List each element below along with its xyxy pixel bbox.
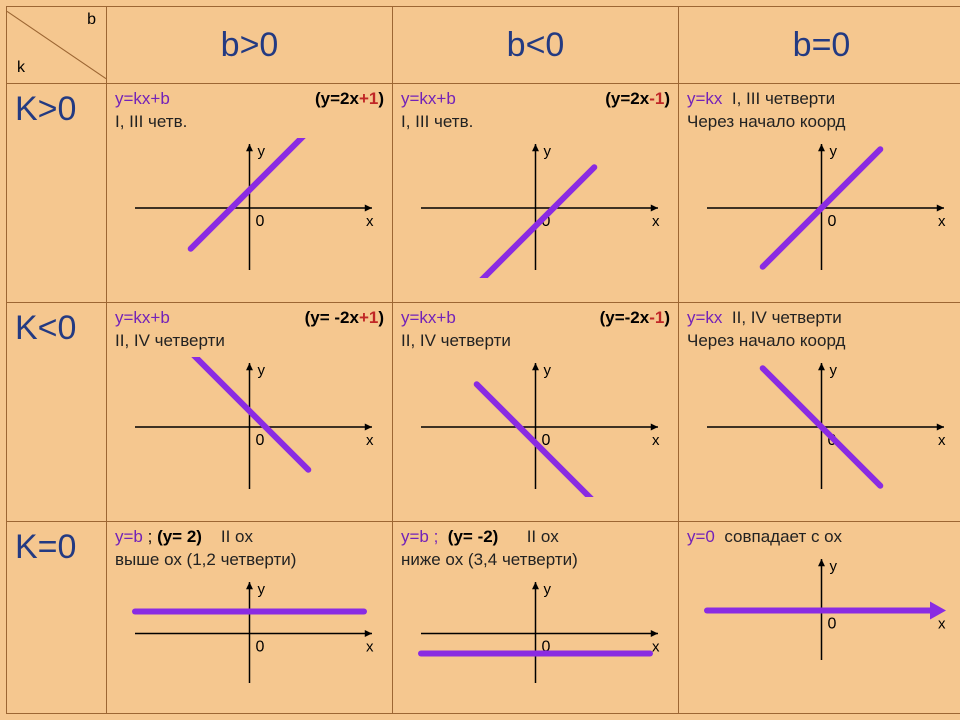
svg-text:0: 0 bbox=[828, 616, 837, 633]
cell-r1c2: y=kx II, IV четверти Через начало коорд … bbox=[679, 303, 960, 522]
note: II, IV четверти bbox=[115, 331, 225, 350]
cell-r1c0: y=kx+b (y= -2x+1) II, IV четверти y x 0 bbox=[107, 303, 393, 522]
cell-r0c0: y=kx+b (y=2x+1) I, III четв. y x 0 bbox=[107, 84, 393, 303]
header-row: b k b>0 b<0 b=0 bbox=[7, 7, 960, 84]
corner-top-label: b bbox=[87, 11, 96, 29]
svg-text:y: y bbox=[544, 362, 552, 379]
graph-r0c0: y x 0 bbox=[115, 138, 384, 278]
col-header-0: b>0 bbox=[107, 7, 393, 84]
right-note: I, III четверти bbox=[732, 89, 835, 108]
svg-text:x: x bbox=[652, 213, 660, 230]
graph-r2c2: y x 0 bbox=[687, 553, 956, 668]
row-k-zero: K=0 y=b ; (y= 2) II ox выше ох (1,2 четв… bbox=[7, 522, 960, 714]
formula: y=kx bbox=[687, 308, 722, 327]
svg-text:x: x bbox=[938, 213, 946, 230]
note: выше ох (1,2 четверти) bbox=[115, 550, 296, 569]
corner-cell: b k bbox=[7, 7, 107, 84]
formula: y=kx+b bbox=[401, 308, 456, 327]
ex-post: ) bbox=[664, 89, 670, 108]
ex-pre: (y=2x bbox=[605, 89, 649, 108]
corner-bottom-label: k bbox=[17, 59, 25, 77]
cell-r2c2: y=0 совпадает с ох y x 0 bbox=[679, 522, 960, 714]
ex-post: ) bbox=[378, 89, 384, 108]
ex-post: ) bbox=[378, 308, 384, 327]
linear-function-table: b k b>0 b<0 b=0 K>0 y=kx+b (y=2x+1) I, I… bbox=[6, 6, 960, 714]
note: Через начало коорд bbox=[687, 331, 845, 350]
formula: y=kx+b bbox=[115, 89, 170, 108]
svg-text:0: 0 bbox=[256, 213, 265, 230]
svg-text:x: x bbox=[366, 213, 374, 230]
svg-text:y: y bbox=[830, 143, 838, 160]
svg-text:y: y bbox=[544, 143, 552, 160]
note: I, III четв. bbox=[401, 112, 473, 131]
svg-text:x: x bbox=[938, 432, 946, 449]
formula: y=b bbox=[115, 527, 143, 546]
after: II ox bbox=[221, 527, 253, 546]
cell-r2c1: y=b ; (y= -2) II ox ниже ох (3,4 четверт… bbox=[393, 522, 679, 714]
example: (y= -2) bbox=[448, 527, 499, 546]
graph-r1c0: y x 0 bbox=[115, 357, 384, 497]
col-header-1: b<0 bbox=[393, 7, 679, 84]
svg-text:x: x bbox=[652, 432, 660, 449]
cell-r1c1: y=kx+b (y=-2x-1) II, IV четверти yx0 bbox=[393, 303, 679, 522]
ex-pre: (y=-2x bbox=[600, 308, 650, 327]
graph-r2c1: yx0 bbox=[401, 576, 670, 691]
formula: y=0 bbox=[687, 527, 715, 546]
svg-text:0: 0 bbox=[256, 639, 265, 656]
ex-op: -1 bbox=[649, 89, 664, 108]
formula: y=kx+b bbox=[401, 89, 456, 108]
ex-op: +1 bbox=[359, 89, 378, 108]
note: I, III четв. bbox=[115, 112, 187, 131]
svg-text:y: y bbox=[830, 362, 838, 379]
ex-op: +1 bbox=[359, 308, 378, 327]
svg-text:x: x bbox=[652, 639, 660, 656]
ex-pre: (y= -2x bbox=[305, 308, 359, 327]
formula: y=b ; bbox=[401, 527, 438, 546]
after: II ox bbox=[527, 527, 559, 546]
formula: y=kx+b bbox=[115, 308, 170, 327]
example: (y= 2) bbox=[157, 527, 202, 546]
graph-r1c2: yx0 bbox=[687, 357, 956, 497]
mid: ; bbox=[143, 527, 157, 546]
graph-r0c2: y x 0 bbox=[687, 138, 956, 278]
svg-text:0: 0 bbox=[256, 432, 265, 449]
svg-text:x: x bbox=[938, 616, 946, 633]
graph-r0c1: yx0 bbox=[401, 138, 670, 278]
cell-r0c2: y=kx I, III четверти Через начало коорд … bbox=[679, 84, 960, 303]
note: совпадает с ох bbox=[724, 527, 842, 546]
svg-text:x: x bbox=[366, 432, 374, 449]
row-header-1: K<0 bbox=[7, 303, 107, 522]
svg-text:y: y bbox=[258, 362, 266, 379]
row-k-positive: K>0 y=kx+b (y=2x+1) I, III четв. yx0 y=k… bbox=[7, 84, 960, 303]
graph-r2c0: y x 0 bbox=[115, 576, 384, 691]
note: ниже ох (3,4 четверти) bbox=[401, 550, 578, 569]
right-note: II, IV четверти bbox=[732, 308, 842, 327]
formula: y=kx bbox=[687, 89, 722, 108]
svg-text:y: y bbox=[830, 558, 838, 575]
ex-op: -1 bbox=[649, 308, 664, 327]
cell-r0c1: y=kx+b (y=2x-1) I, III четв. yx0 bbox=[393, 84, 679, 303]
ex-pre: (y=2x bbox=[315, 89, 359, 108]
row-k-negative: K<0 y=kx+b (y= -2x+1) II, IV четверти y x… bbox=[7, 303, 960, 522]
svg-text:0: 0 bbox=[828, 213, 837, 230]
svg-text:y: y bbox=[258, 143, 266, 160]
row-header-0: K>0 bbox=[7, 84, 107, 303]
svg-text:x: x bbox=[366, 639, 374, 656]
note: Через начало коорд bbox=[687, 112, 845, 131]
note: II, IV четверти bbox=[401, 331, 511, 350]
svg-text:y: y bbox=[258, 581, 266, 598]
row-header-2: K=0 bbox=[7, 522, 107, 714]
svg-text:y: y bbox=[544, 581, 552, 598]
ex-post: ) bbox=[664, 308, 670, 327]
col-header-2: b=0 bbox=[679, 7, 960, 84]
graph-r1c1: yx0 bbox=[401, 357, 670, 497]
cell-r2c0: y=b ; (y= 2) II ox выше ох (1,2 четверти… bbox=[107, 522, 393, 714]
